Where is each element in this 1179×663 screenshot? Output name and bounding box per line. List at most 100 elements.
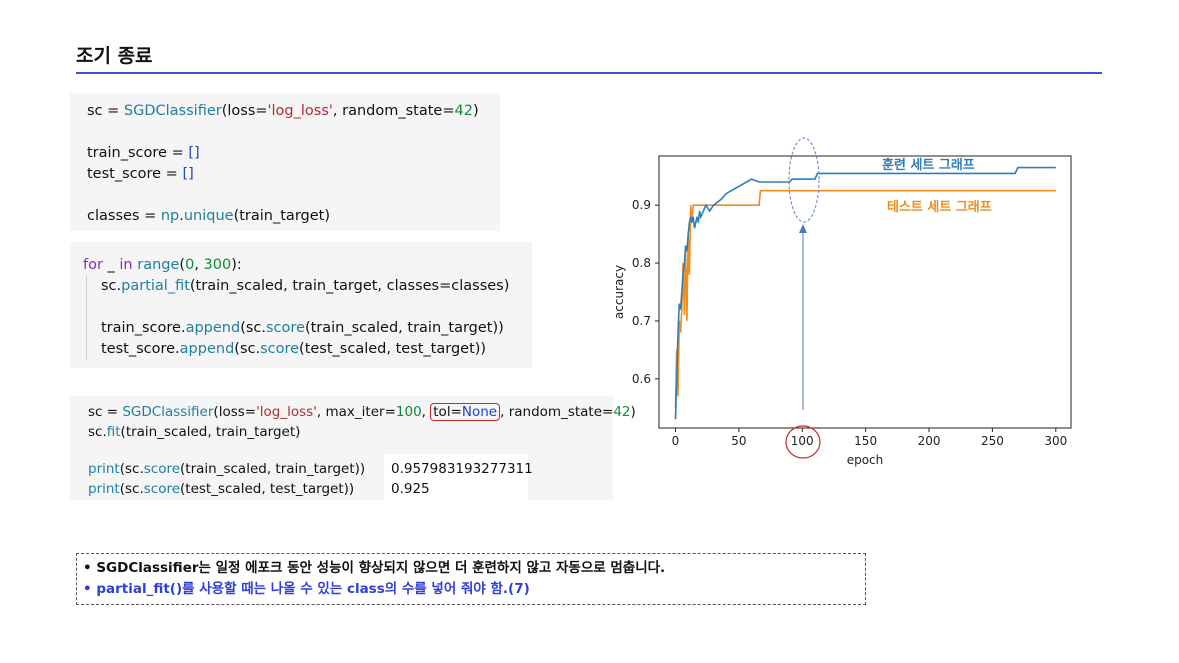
- code-token: (loss=: [221, 103, 268, 119]
- code-token: ,: [421, 404, 431, 420]
- code-token-number: 0: [185, 257, 195, 273]
- y-axis-label: accuracy: [612, 265, 626, 319]
- code-token: train_score.: [101, 320, 186, 336]
- test-series-label: 테스트 세트 그래프: [887, 200, 992, 215]
- code-token: train_score =: [87, 145, 189, 161]
- note-line-early-stopping: • SGDClassifier는 일정 에포크 동안 성능이 향상되지 않으면 …: [83, 560, 666, 576]
- x-tick-label: 50: [731, 434, 746, 448]
- code-token-function: range: [137, 257, 180, 273]
- code-token: (sc.: [240, 320, 266, 336]
- y-tick-label: 0.7: [632, 314, 651, 328]
- code-token-function: score: [143, 461, 181, 477]
- code-token-constant: None: [461, 404, 498, 420]
- code-token-function: score: [143, 481, 181, 497]
- note-line-partial-fit: • partial_fit()를 사용할 때는 나올 수 있는 class의 수…: [83, 581, 530, 597]
- code-token: , max_iter=: [316, 404, 396, 420]
- code-token-keyword: in: [119, 257, 133, 273]
- code-token: ): [472, 103, 479, 119]
- code-token-keyword: for: [83, 257, 103, 273]
- code-token-function: partial_fit: [121, 278, 190, 294]
- code-token: (train_scaled, train_target)): [304, 320, 504, 336]
- x-axis-label: epoch: [847, 453, 884, 467]
- x-tick-label: 200: [918, 434, 941, 448]
- test-score-line: [674, 189, 1056, 408]
- code-token: classes =: [87, 208, 161, 224]
- code-token: sc =: [87, 103, 124, 119]
- code-token-function: SGDClassifier: [122, 404, 214, 420]
- loop-body: sc.partial_fit (train_scaled, train_targe…: [86, 276, 532, 360]
- x-tick-label: 250: [981, 434, 1004, 448]
- code-token: tol=: [433, 404, 462, 420]
- tol-highlight-box: tol=None: [430, 403, 501, 421]
- code-token-function: fit: [106, 424, 121, 440]
- code-token: sc.: [101, 278, 122, 294]
- train-series-label: 훈련 세트 그래프: [882, 157, 975, 173]
- code-token: (train_scaled, train_target)): [180, 461, 366, 477]
- code-token-module: np: [160, 208, 180, 224]
- code-token: .: [179, 208, 184, 224]
- code-token-function: score: [265, 320, 305, 336]
- code-token: (train_target): [233, 208, 330, 224]
- plot-frame: [658, 155, 1072, 429]
- code-token: sc =: [88, 404, 123, 420]
- code-token: (sc.: [119, 461, 144, 477]
- code-token-function: print: [88, 461, 120, 477]
- code-line: train_score.append(sc.score(train_scaled…: [101, 318, 532, 339]
- code-token-string: 'log_loss': [267, 103, 333, 119]
- code-token: (test_scaled, test_target)): [180, 481, 355, 497]
- code-token: _: [102, 257, 120, 273]
- code-token: (train_scaled, train_target): [120, 424, 301, 440]
- code-block-setup: sc = SGDClassifier(loss='log_loss', rand…: [70, 93, 500, 231]
- code-line: for _ in range(0, 300):: [83, 255, 532, 276]
- code-token-function: SGDClassifier: [123, 103, 222, 119]
- x-tick-label: 0: [672, 434, 680, 448]
- output-train-score: 0.957983193277311: [391, 461, 533, 477]
- code-token: , random_state=: [332, 103, 455, 119]
- slide-title: 조기 종료: [76, 45, 153, 67]
- code-token: ): [630, 404, 636, 420]
- code-line: train_score = []: [87, 143, 500, 164]
- code-line: sc.fit(train_scaled, train_target): [88, 422, 613, 442]
- plateau-highlight-ellipse: [788, 137, 820, 223]
- code-token: (test_scaled, test_target)): [299, 341, 487, 357]
- code-line: sc.partial_fit(train_scaled, train_targe…: [101, 276, 532, 297]
- output-test-score: 0.925: [391, 481, 430, 497]
- code-token-function: print: [88, 481, 120, 497]
- title-divider: [76, 72, 1102, 74]
- code-token: ):: [231, 257, 242, 273]
- code-token-number: 42: [454, 103, 473, 119]
- code-token-function: score: [260, 341, 300, 357]
- code-output: 0.957983193277311 0.925: [384, 454, 533, 500]
- code-token: test_score.: [101, 341, 180, 357]
- summary-note-box: • SGDClassifier는 일정 에포크 동안 성능이 향상되지 않으면 …: [76, 553, 866, 605]
- code-line: classes = np.unique(train_target): [87, 206, 500, 227]
- code-token-number: 42: [613, 404, 631, 420]
- code-line: sc = SGDClassifier(loss='log_loss', max_…: [88, 402, 636, 422]
- x-tick-label: 150: [854, 434, 877, 448]
- code-token-function: unique: [183, 208, 234, 224]
- code-token-function: append: [179, 341, 235, 357]
- x-tick-label: 100: [791, 434, 814, 448]
- code-line: sc = SGDClassifier(loss='log_loss', rand…: [87, 101, 500, 122]
- code-block-training-loop: for _ in range(0, 300): sc.partial_fit(tr…: [70, 242, 532, 368]
- code-line: test_score = []: [87, 164, 500, 185]
- code-line: print(sc.score(test_scaled, test_target)…: [88, 479, 613, 499]
- train-score-line: [674, 166, 1056, 420]
- y-tick-label: 0.8: [632, 256, 651, 270]
- code-token: , random_state=: [500, 404, 614, 420]
- code-token: ,: [194, 257, 204, 273]
- code-token: sc.: [88, 424, 107, 440]
- code-token-bracket: []: [188, 145, 200, 161]
- x-tick-label: 300: [1044, 434, 1067, 448]
- code-token: (sc.: [234, 341, 261, 357]
- code-token: test_score =: [87, 166, 183, 182]
- code-line: print(sc.score(train_scaled, train_targe…: [88, 459, 613, 479]
- epoch-100-highlight-circle: [785, 425, 821, 459]
- code-token: (: [179, 257, 186, 273]
- code-token-number: 300: [203, 257, 232, 273]
- code-token-number: 100: [395, 404, 422, 420]
- code-token-string: 'log_loss': [256, 404, 317, 420]
- y-tick-label: 0.6: [632, 372, 651, 386]
- code-token: (sc.: [119, 481, 144, 497]
